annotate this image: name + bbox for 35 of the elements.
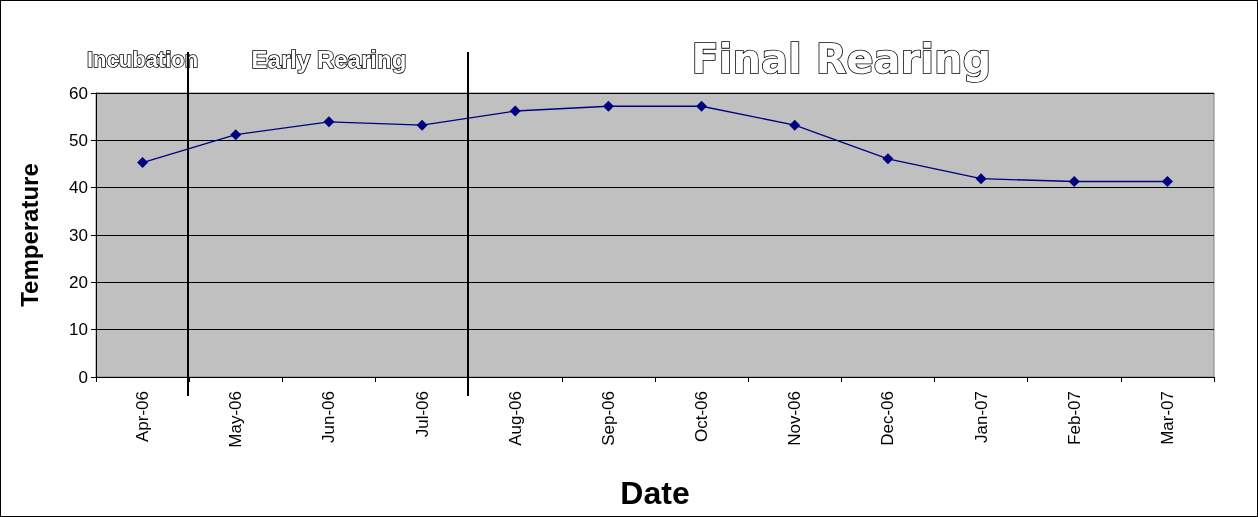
y-tick-label: 60 — [69, 83, 88, 103]
x-axis-title: Date — [620, 475, 690, 511]
y-tick-label: 50 — [69, 130, 88, 150]
x-tick-label: Mar-07 — [1157, 391, 1177, 445]
point — [509, 105, 521, 117]
y-tick-label: 0 — [78, 367, 88, 387]
y-tick-label: 10 — [69, 320, 88, 340]
point — [137, 157, 149, 169]
point — [416, 119, 428, 131]
x-tick-label: Oct-06 — [692, 391, 712, 443]
point — [602, 100, 614, 112]
y-tick-label: 20 — [69, 272, 88, 292]
text: Early Rearing — [251, 45, 407, 73]
point — [1068, 176, 1080, 188]
point — [1161, 176, 1173, 188]
y-tick-label: 40 — [69, 178, 88, 198]
point — [323, 116, 335, 128]
y-tick-label: 30 — [69, 225, 88, 245]
text: Final Rearing — [691, 36, 992, 82]
y-axis-title: Temperature — [15, 163, 43, 307]
x-tick-label: Jul-06 — [412, 391, 432, 438]
x-tick-label: Dec-06 — [878, 391, 898, 446]
x-tick-label: Aug-06 — [505, 391, 525, 446]
x-tick-label: Feb-07 — [1064, 391, 1084, 445]
point — [882, 153, 894, 165]
x-tick-label: Jun-06 — [319, 391, 339, 443]
x-tick-label: May-06 — [226, 391, 246, 448]
point — [696, 100, 708, 112]
x-tick-label: Apr-06 — [133, 391, 153, 443]
point — [975, 173, 987, 185]
x-tick-label: Nov-06 — [785, 391, 805, 446]
point — [230, 129, 242, 141]
point — [789, 119, 801, 131]
x-tick-label: Jan-07 — [971, 391, 991, 443]
x-tick-label: Sep-06 — [598, 391, 618, 446]
